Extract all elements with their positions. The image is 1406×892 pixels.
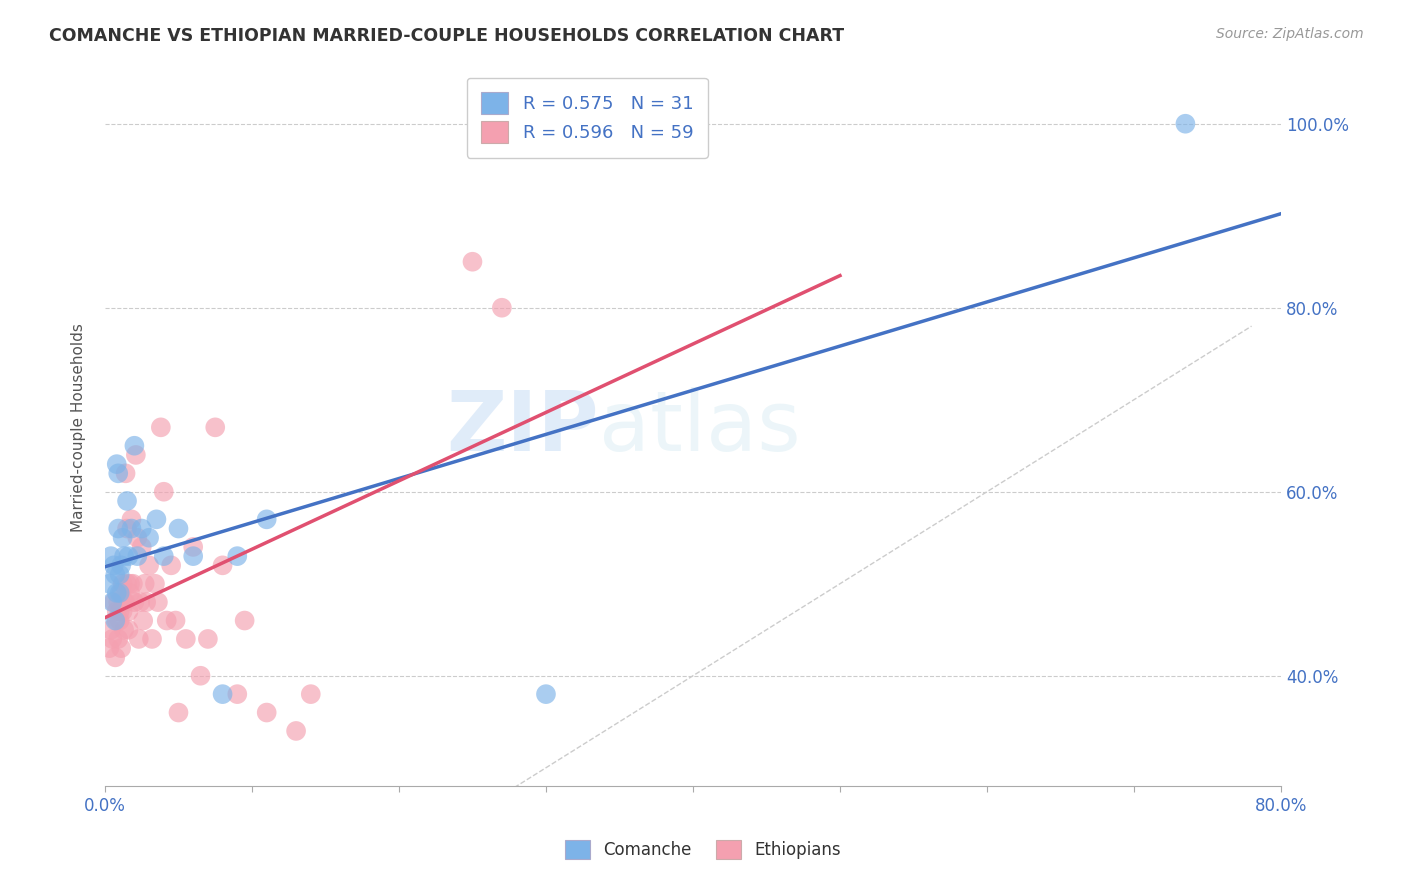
Point — [108, 586, 131, 600]
Point — [107, 632, 129, 646]
Point — [138, 558, 160, 573]
Point — [104, 567, 127, 582]
Point — [100, 549, 122, 563]
Point — [118, 576, 141, 591]
Point — [174, 632, 197, 646]
Point — [127, 549, 149, 563]
Point — [104, 650, 127, 665]
Point — [299, 687, 322, 701]
Point — [98, 641, 121, 656]
Point — [135, 595, 157, 609]
Point — [110, 641, 132, 656]
Point — [115, 522, 138, 536]
Point — [129, 595, 152, 609]
Point — [1174, 117, 1197, 131]
Point — [204, 420, 226, 434]
Point — [110, 558, 132, 573]
Point — [117, 549, 139, 563]
Point — [132, 614, 155, 628]
Point — [491, 301, 513, 315]
Point — [211, 687, 233, 701]
Point — [115, 494, 138, 508]
Point — [197, 632, 219, 646]
Point — [103, 558, 125, 573]
Point — [120, 522, 142, 536]
Point — [226, 687, 249, 701]
Point — [115, 576, 138, 591]
Y-axis label: Married-couple Households: Married-couple Households — [72, 323, 86, 532]
Point — [103, 595, 125, 609]
Point — [285, 723, 308, 738]
Point — [112, 623, 135, 637]
Text: atlas: atlas — [599, 387, 800, 467]
Point — [167, 706, 190, 720]
Point — [131, 522, 153, 536]
Point — [101, 632, 124, 646]
Point — [181, 540, 204, 554]
Point — [181, 549, 204, 563]
Point — [146, 595, 169, 609]
Point — [152, 549, 174, 563]
Point — [226, 549, 249, 563]
Point — [256, 512, 278, 526]
Point — [98, 576, 121, 591]
Point — [131, 540, 153, 554]
Point — [167, 522, 190, 536]
Point — [107, 595, 129, 609]
Text: COMANCHE VS ETHIOPIAN MARRIED-COUPLE HOUSEHOLDS CORRELATION CHART: COMANCHE VS ETHIOPIAN MARRIED-COUPLE HOU… — [49, 27, 845, 45]
Point — [110, 586, 132, 600]
Point — [112, 595, 135, 609]
Point — [105, 586, 128, 600]
Point — [141, 632, 163, 646]
Point — [143, 576, 166, 591]
Point — [256, 706, 278, 720]
Point — [149, 420, 172, 434]
Point — [114, 595, 136, 609]
Point — [138, 531, 160, 545]
Point — [108, 567, 131, 582]
Point — [124, 439, 146, 453]
Point — [105, 457, 128, 471]
Text: Source: ZipAtlas.com: Source: ZipAtlas.com — [1216, 27, 1364, 41]
Point — [117, 604, 139, 618]
Point — [107, 467, 129, 481]
Point — [534, 687, 557, 701]
Point — [105, 604, 128, 618]
Point — [128, 632, 150, 646]
Point — [125, 448, 148, 462]
Point — [104, 614, 127, 628]
Point — [134, 576, 156, 591]
Point — [124, 595, 146, 609]
Point — [111, 531, 134, 545]
Legend: Comanche, Ethiopians: Comanche, Ethiopians — [558, 834, 848, 866]
Point — [160, 558, 183, 573]
Point — [211, 558, 233, 573]
Point — [108, 614, 131, 628]
Point — [122, 576, 145, 591]
Point — [127, 531, 149, 545]
Point — [233, 614, 256, 628]
Point — [114, 467, 136, 481]
Point — [145, 512, 167, 526]
Point — [156, 614, 179, 628]
Point — [111, 604, 134, 618]
Text: ZIP: ZIP — [446, 387, 599, 467]
Point — [112, 549, 135, 563]
Point — [152, 484, 174, 499]
Point — [461, 254, 484, 268]
Point — [190, 669, 212, 683]
Point — [165, 614, 187, 628]
Point — [100, 623, 122, 637]
Point — [118, 586, 141, 600]
Point — [120, 512, 142, 526]
Point — [111, 576, 134, 591]
Point — [101, 595, 124, 609]
Point — [108, 604, 131, 618]
Point — [105, 614, 128, 628]
Legend: R = 0.575   N = 31, R = 0.596   N = 59: R = 0.575 N = 31, R = 0.596 N = 59 — [467, 78, 707, 158]
Point — [107, 522, 129, 536]
Point — [117, 623, 139, 637]
